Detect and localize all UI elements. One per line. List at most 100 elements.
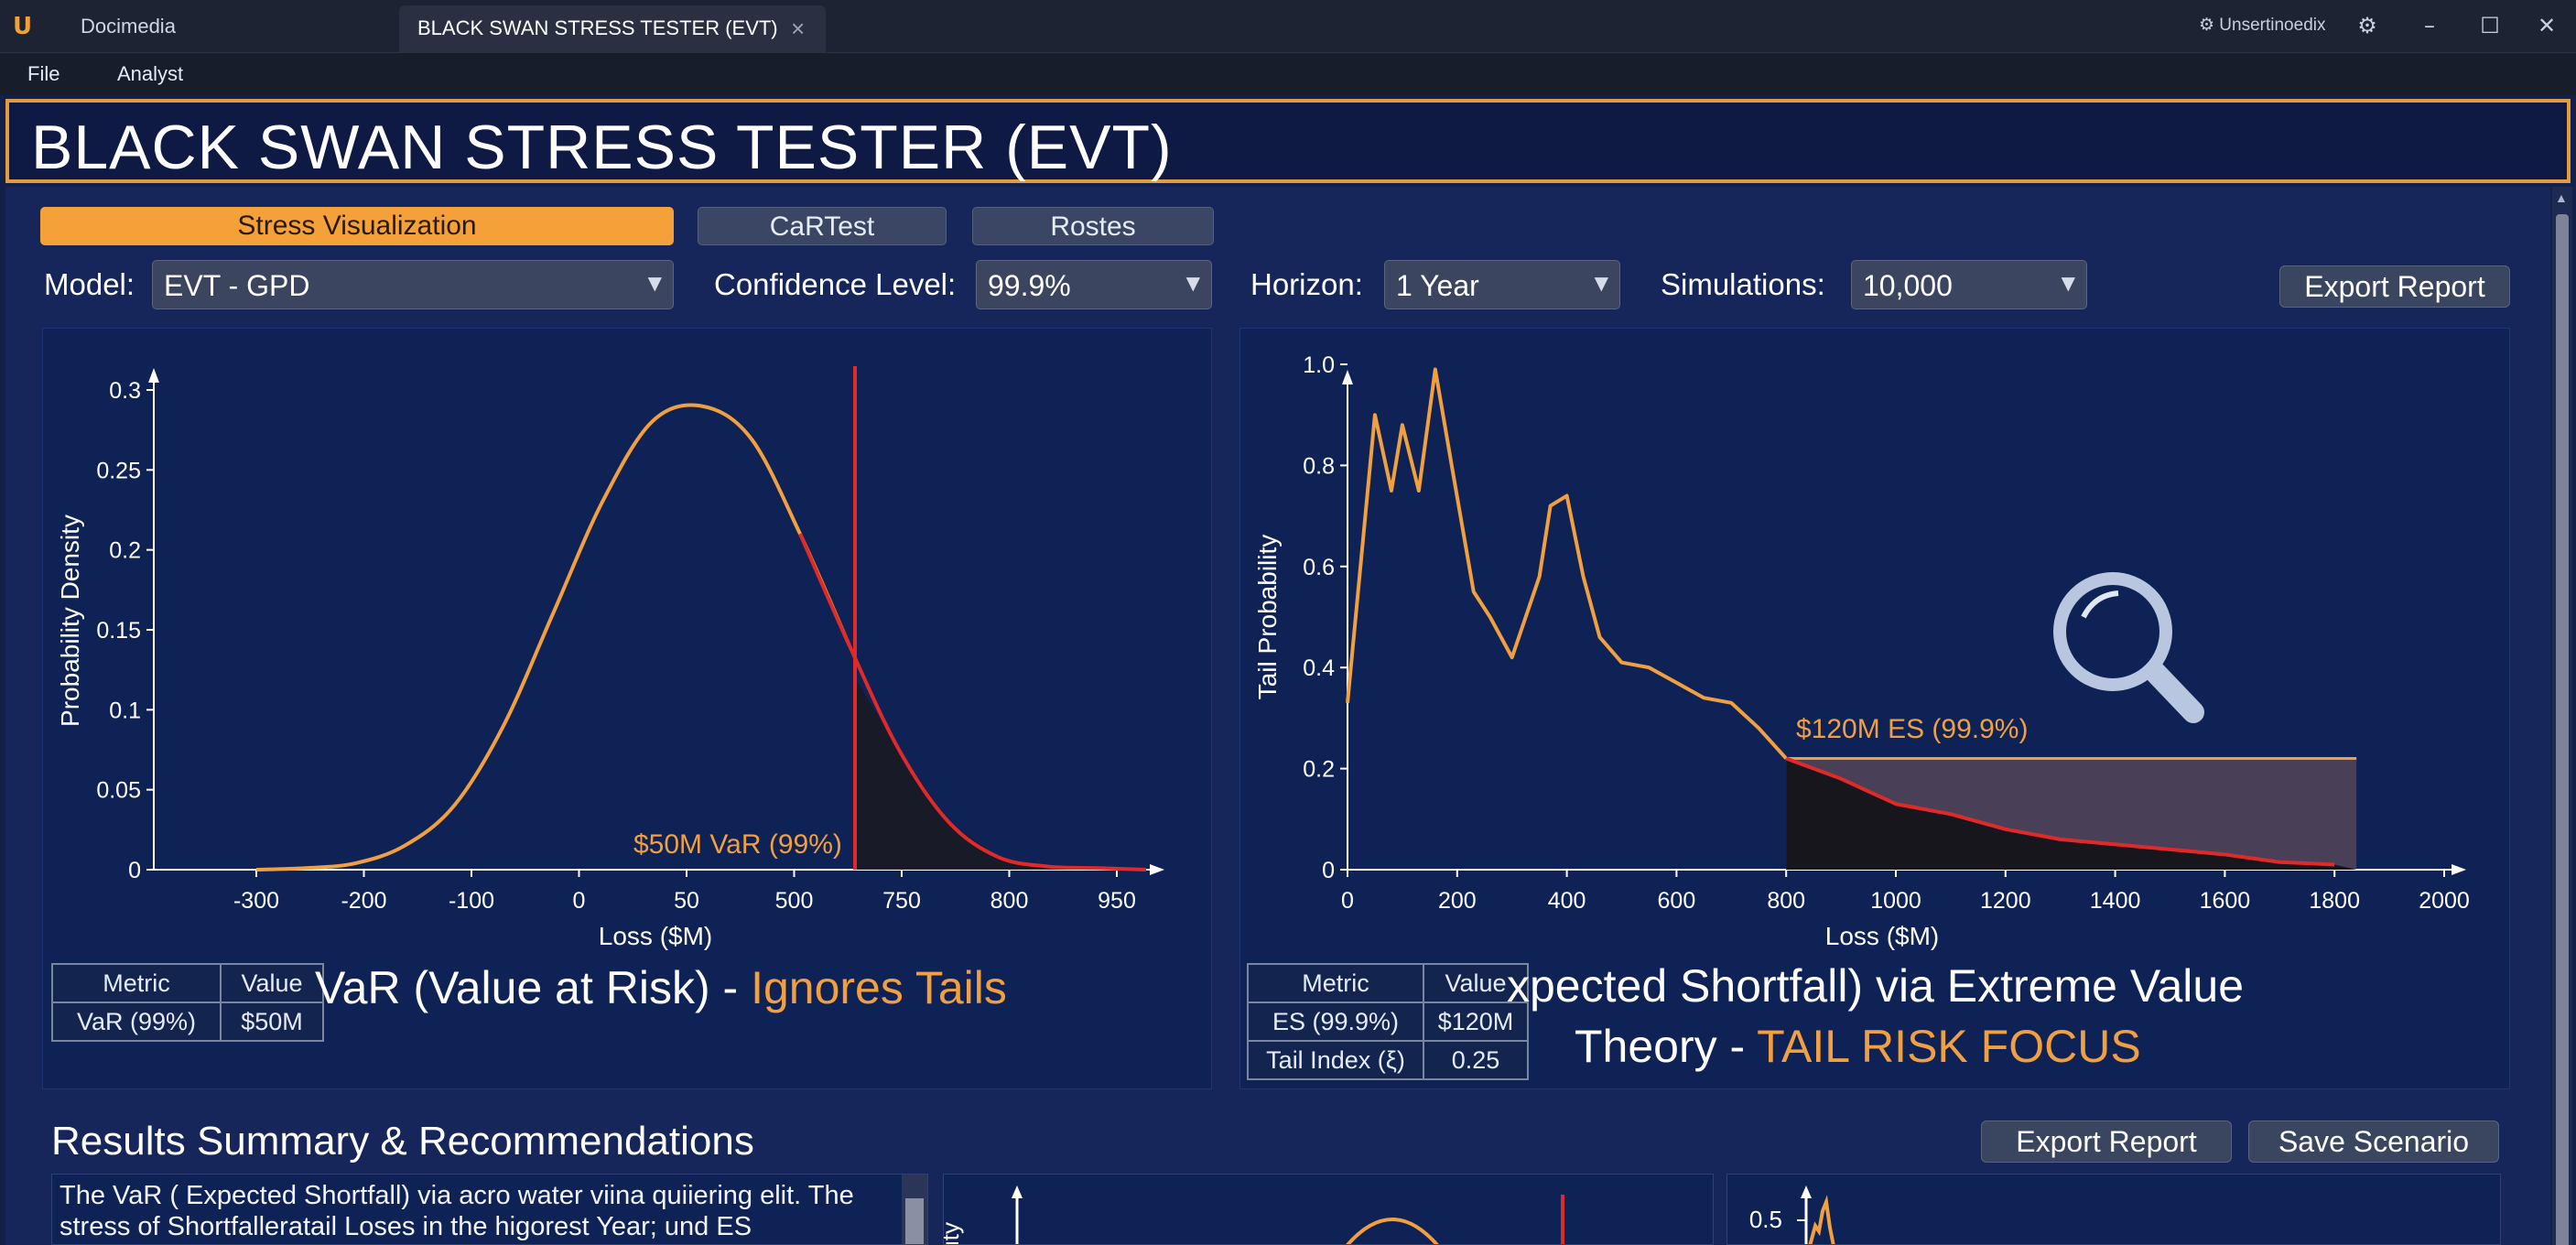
simulations-label: Simulations: (1661, 267, 1825, 301)
var-distribution-chart: 0 0.05 0.1 0.15 0.2 0.25 0.3 -300 -200 -100 0 50 500… (56, 366, 1164, 950)
summary-scroll-thumb[interactable] (905, 1198, 924, 1244)
tab-title: BLACK SWAN STRESS TESTER (EVT) (417, 16, 778, 39)
y-axis-arrow (148, 368, 159, 383)
summary-scrollbar[interactable] (902, 1175, 927, 1244)
es-caption-line2: Theory - TAIL RISK FOCUS (1575, 1020, 2141, 1073)
x-tick-label: 600 (1658, 888, 1696, 914)
table-header-metric: Metric (51, 963, 222, 1003)
model-dropdown[interactable]: EVT - GPD ▼ (152, 260, 674, 309)
y-tick-label: 0.05 (96, 778, 141, 804)
mini-chart-right: 0.5 (1726, 1174, 2501, 1245)
chevron-down-icon: ▼ (1594, 272, 1608, 294)
y-tick-label: 0.25 (96, 458, 141, 483)
simulations-dropdown[interactable]: 10,000 ▼ (1851, 260, 2087, 309)
results-export-button[interactable]: Export Report (1981, 1120, 2232, 1163)
scroll-thumb[interactable] (2556, 214, 2569, 1245)
table-cell: ES (99.9%) (1247, 1001, 1424, 1042)
y-tick-label: 0.3 (109, 378, 141, 404)
mini-chart-left-svg: ity (944, 1185, 1564, 1244)
chevron-down-icon: ▼ (1185, 272, 1200, 294)
x-tick-label: 1200 (1980, 888, 2031, 914)
x-axis-arrow (2452, 864, 2466, 875)
settings-gear-icon[interactable]: ⚙ (2357, 13, 2377, 38)
summary-textbox[interactable]: The VaR ( Expected Shortfall) via acro w… (51, 1174, 928, 1245)
y-tick-label: 0.1 (109, 698, 141, 723)
es-caption-main: Theory - (1575, 1021, 1758, 1072)
var-caption: VaR (Value at Risk) - Ignores Tails (315, 961, 1007, 1014)
mini-chart-left: ity (943, 1174, 1714, 1245)
confidence-label: Confidence Level: (714, 267, 957, 301)
mini-right-ytick: 0.5 (1749, 1206, 1782, 1233)
header-banner: BLACK SWAN STRESS TESTER (EVT) (5, 99, 2571, 183)
page-title: BLACK SWAN STRESS TESTER (EVT) (31, 113, 1173, 182)
x-tick-label: 0 (1341, 888, 1354, 914)
y-tick-label: 0.6 (1303, 555, 1335, 580)
magnifier-glint (2081, 590, 2119, 619)
tail-area-fill (1786, 758, 2357, 870)
model-label: Model: (44, 267, 135, 301)
magnifier-icon (2053, 572, 2172, 691)
tab-cartest[interactable]: CaRTest (698, 207, 947, 245)
document-tab[interactable]: BLACK SWAN STRESS TESTER (EVT) × (399, 5, 826, 53)
x-tick-label: 1800 (2309, 888, 2360, 914)
mini-left-yaxis-arrow (1012, 1185, 1023, 1198)
x-tick-label: 1400 (2090, 888, 2141, 914)
menu-analyst[interactable]: Analyst (117, 62, 184, 85)
x-tick-label: 2000 (2419, 888, 2470, 914)
horizon-label: Horizon: (1250, 267, 1363, 301)
x-tick-label: 500 (775, 888, 814, 914)
tab-stress-visualization[interactable]: Stress Visualization (40, 207, 674, 245)
export-report-button[interactable]: Export Report (2279, 265, 2510, 308)
x-tick-label: 1600 (2200, 888, 2251, 914)
results-title: Results Summary & Recommendations (51, 1119, 754, 1164)
tab-rostes[interactable]: Rostes (972, 207, 1214, 245)
user-label[interactable]: ⚙ Unsertinoedix (2199, 16, 2326, 35)
model-value: EVT - GPD (164, 269, 310, 302)
table-cell: 0.25 (1423, 1040, 1529, 1080)
var-caption-accent: Ignores Tails (751, 962, 1007, 1013)
x-axis-arrow (1150, 864, 1164, 875)
confidence-dropdown[interactable]: 99.9% ▼ (976, 260, 1212, 309)
x-tick-label: 950 (1098, 888, 1136, 914)
y-tick-label: 0.4 (1303, 655, 1335, 681)
scroll-up-icon[interactable]: ▲ (2555, 190, 2568, 205)
x-tick-label: 800 (1767, 888, 1805, 914)
tail-extreme-curve (1785, 756, 2335, 867)
x-tick-label: 800 (990, 888, 1029, 914)
horizon-dropdown[interactable]: 1 Year ▼ (1384, 260, 1620, 309)
y-axis-label: Probability Density (56, 514, 84, 727)
tail-probability-curve (1346, 367, 1788, 760)
mini-left-curve (1346, 1218, 1439, 1244)
save-scenario-button[interactable]: Save Scenario (2248, 1120, 2499, 1163)
es-metrics-table: Metric Value ES (99.9%) $120M Tail Index… (1247, 963, 1529, 1080)
es-caption-accent: TAIL RISK FOCUS (1757, 1021, 2141, 1072)
y-tick-label: 0.2 (1303, 757, 1335, 783)
x-tick-label: 0 (573, 888, 586, 914)
table-header-value: Value (220, 963, 324, 1003)
x-tick-label: 400 (1548, 888, 1586, 914)
y-tick-label: 1.0 (1303, 352, 1335, 378)
horizon-value: 1 Year (1396, 269, 1479, 302)
x-tick-label: -300 (233, 888, 279, 914)
es-annotation: $120M ES (99.9%) (1796, 714, 2028, 744)
menu-bar: File Analyst (0, 53, 2576, 95)
app-name: Docimedia (81, 15, 176, 38)
x-tick-label: 200 (1438, 888, 1477, 914)
minimize-icon[interactable]: – (2424, 13, 2435, 38)
title-bar: U Docimedia BLACK SWAN STRESS TESTER (EV… (0, 0, 2576, 53)
main-scrollbar[interactable]: ▲ (2552, 187, 2572, 1245)
table-cell: $120M (1423, 1001, 1529, 1042)
tail-shading (855, 677, 1146, 870)
y-tick-label: 0.15 (96, 618, 141, 644)
var-caption-main: VaR (Value at Risk) - (315, 962, 752, 1013)
tab-close-icon[interactable]: × (791, 15, 806, 42)
var-metrics-table: Metric Value VaR (99%) $50M (51, 963, 324, 1042)
table-header-value: Value (1423, 963, 1529, 1003)
close-window-icon[interactable]: ✕ (2537, 13, 2557, 38)
y-tick-label: 0.8 (1303, 453, 1335, 479)
maximize-icon[interactable]: ☐ (2480, 13, 2500, 38)
mini-right-yaxis-arrow (1801, 1185, 1812, 1198)
var-annotation: $50M VaR (99%) (633, 829, 842, 860)
menu-file[interactable]: File (27, 62, 60, 85)
table-cell: VaR (99%) (51, 1001, 222, 1042)
